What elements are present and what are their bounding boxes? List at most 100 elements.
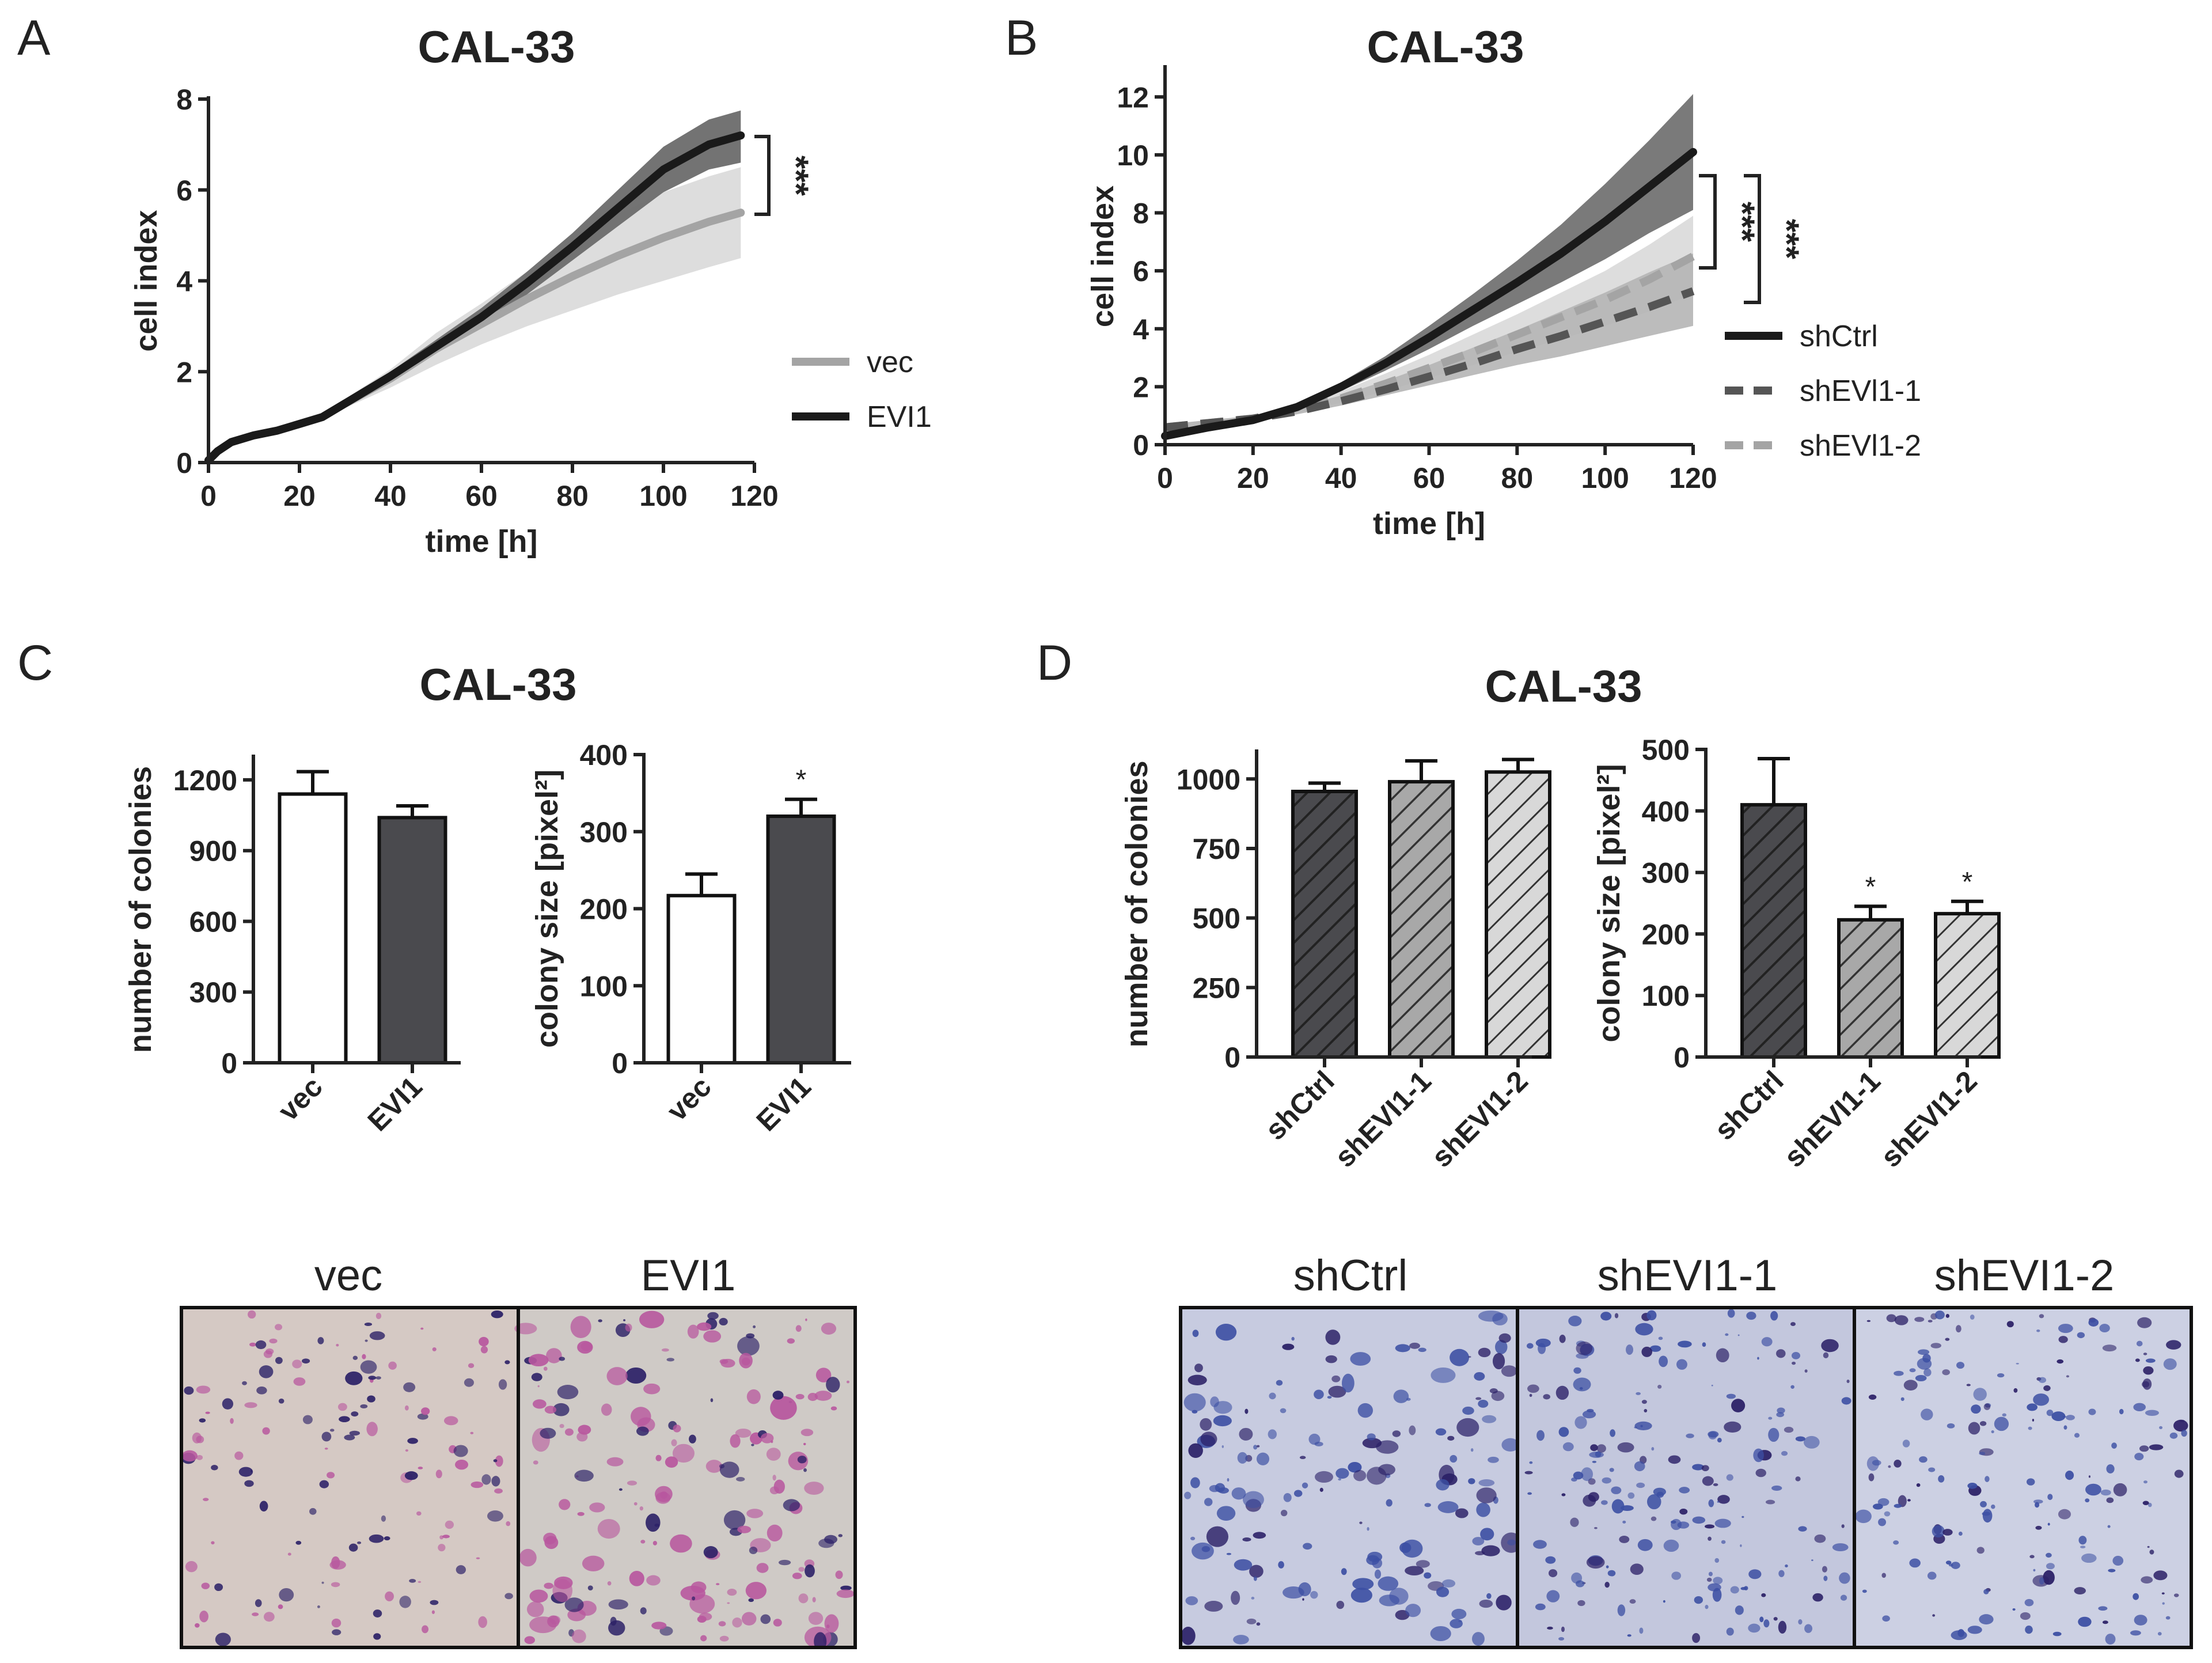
plate-shctrl-colony — [1331, 1375, 1341, 1382]
plate-shevi1-1-colony — [1545, 1556, 1556, 1564]
plate-shevi1-2-colony — [1868, 1394, 1877, 1400]
plate-evi1-colony — [814, 1391, 832, 1401]
plate-vec-colony — [504, 1360, 510, 1365]
plate-shevi1-1-colony — [1726, 1474, 1733, 1481]
plate-evi1-colony — [805, 1318, 807, 1321]
plate-evi1-colony — [719, 1461, 739, 1478]
plate-vec-colony — [263, 1350, 273, 1358]
plate-shevi1-1-colony — [1646, 1494, 1661, 1510]
plate-evi1-colony — [746, 1389, 761, 1404]
plate-evi1-colony — [718, 1621, 726, 1627]
plate-vec-colony — [349, 1430, 361, 1436]
plate-evi1-colony — [751, 1444, 754, 1446]
plate-shevi1-1-colony — [1740, 1544, 1742, 1547]
plate-evi1-colony — [587, 1585, 593, 1590]
plate-vec-colony — [476, 1557, 480, 1559]
plate-shctrl-colony — [1187, 1374, 1207, 1385]
plate-evi1-colony — [699, 1612, 712, 1621]
plate-shevi1-1-colony — [1558, 1637, 1565, 1641]
plate-vec-colony — [367, 1395, 375, 1403]
plate-shctrl-colony — [1389, 1588, 1409, 1605]
significance-stars-a: *** — [777, 156, 815, 196]
plate-shctrl-colony — [1418, 1347, 1426, 1353]
plate-evi1-colony — [792, 1573, 802, 1579]
plate-shctrl-colony — [1350, 1588, 1372, 1603]
plate-shevi1-2-colony — [2143, 1480, 2148, 1484]
plate-shevi1-1-colony — [1679, 1508, 1688, 1515]
plate-shevi1-1-colony — [1533, 1540, 1547, 1549]
plate-shevi1-2-colony — [2057, 1359, 2064, 1364]
plate-vec-colony — [196, 1385, 211, 1394]
plate-shctrl-colony — [1308, 1433, 1321, 1445]
plate-vec-colony — [344, 1434, 355, 1441]
plate-vec-colony — [250, 1469, 253, 1473]
x-axis-label: time [h] — [426, 524, 538, 559]
plate-evi1-colony — [773, 1619, 782, 1627]
significance-shevi1-2: * — [1962, 867, 1973, 897]
plate-shevi1-1-colony — [1602, 1477, 1612, 1484]
plate-vec-colony — [399, 1596, 411, 1608]
plate-shevi1-2-colony — [1967, 1626, 1982, 1634]
plate-shctrl-colony — [1218, 1487, 1229, 1494]
plate-shctrl-colony — [1239, 1427, 1253, 1441]
plate-shctrl-colony — [1206, 1526, 1228, 1547]
plate-evi1-colony — [582, 1555, 605, 1571]
x-tick-label-shevi1-1: shEVI1-1 — [1329, 1065, 1437, 1173]
plate-evi1-colony — [736, 1476, 745, 1482]
plate-shevi1-1-colony — [1686, 1433, 1694, 1438]
plate-shevi1-1-colony — [1778, 1570, 1785, 1577]
plate-shevi1-1-colony — [1778, 1620, 1787, 1634]
plate-shevi1-1-colony — [1622, 1520, 1626, 1524]
plate-shevi1-1-colony — [1651, 1447, 1655, 1451]
plate-shevi1-2-colony — [2106, 1464, 2115, 1473]
plate-shevi1-1-colony — [1527, 1492, 1532, 1495]
plate-shevi1-2-colony — [2039, 1314, 2044, 1319]
y-tick-label-500: 500 — [1193, 903, 1240, 935]
plate-shevi1-2-colony — [2085, 1498, 2090, 1503]
plate-vec-colony — [420, 1327, 424, 1330]
x-tick-label-60: 60 — [1413, 462, 1445, 494]
plate-shevi1-2-colony — [1877, 1498, 1890, 1506]
plate-shevi1-1-colony — [1784, 1426, 1794, 1433]
plate-shevi1-2-colony — [1916, 1483, 1921, 1487]
plate-vec-colony — [278, 1604, 283, 1609]
plate-vec-colony — [332, 1629, 342, 1635]
plate-shevi1-1-colony — [1562, 1442, 1574, 1452]
plate-evi1-colony — [546, 1348, 562, 1363]
plate-shevi1-2-colony — [2143, 1353, 2148, 1355]
plate-shevi1-1-colony — [1694, 1596, 1703, 1604]
plate-shevi1-2-colony — [2088, 1475, 2090, 1478]
plate-shctrl-colony — [1185, 1596, 1198, 1605]
plate-shevi1-1-colony — [1555, 1385, 1569, 1400]
plate-shevi1-2-colony — [2165, 1616, 2171, 1620]
chart-a-cell-index: 0 20 40 60 80 100 120 0 2 4 6 8 time [h] cell index ve… — [129, 84, 932, 559]
plate-shevi1-1-colony — [1841, 1524, 1845, 1528]
plate-evi1-colony — [543, 1366, 548, 1371]
chart-d-colony-size: shCtrl * shEVI1-1 * shEVI1-2 0 100 200 300 400 500… — [1592, 734, 2001, 1173]
plate-vec-colony — [295, 1540, 302, 1545]
plate-shctrl-colony — [1257, 1445, 1260, 1448]
bar-shctrl — [1291, 789, 1358, 1059]
plate-evi1-colony — [719, 1635, 729, 1642]
plate-evi1-colony — [749, 1547, 758, 1554]
plate-vec-colony — [184, 1386, 194, 1395]
plate-shevi1-1-colony — [1668, 1455, 1681, 1464]
plate-shevi1-2-colony — [2147, 1545, 2150, 1548]
plate-shctrl-colony — [1424, 1572, 1432, 1579]
plate-shevi1-1-colony — [1792, 1361, 1796, 1365]
plate-shevi1-2-colony — [2088, 1408, 2096, 1415]
panel-letter-a: A — [17, 10, 51, 66]
plate-shevi1-1-colony — [1558, 1427, 1569, 1437]
x-tick-label-shevi1-2: shEVI1-2 — [1425, 1065, 1534, 1173]
plate-evi1-colony — [746, 1509, 764, 1518]
plate-shevi1-2-colony — [2039, 1577, 2044, 1585]
plate-vec-colony — [222, 1398, 234, 1410]
plate-shevi1-1-colony — [1768, 1427, 1780, 1442]
plate-shevi1-1-colony — [1592, 1460, 1597, 1463]
plate-evi1-colony — [519, 1548, 537, 1567]
y-tick-label-0: 0 — [1224, 1041, 1240, 1074]
chart-c-colony-size: vec * EVI1 0 100 200 300 400 colony size [pixel²… — [530, 739, 851, 1137]
plate-shctrl-colony — [1424, 1503, 1431, 1507]
plate-shevi1-2-colony — [2074, 1433, 2080, 1438]
plate-evi1-colony — [540, 1427, 556, 1439]
